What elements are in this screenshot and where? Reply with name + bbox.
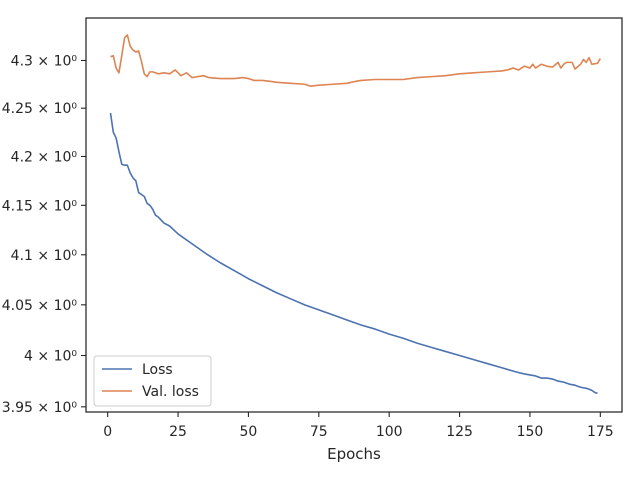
x-axis-ticks: 0 25 50 75 100 125 150 175 — [103, 412, 614, 440]
x-tick-label: 175 — [587, 424, 614, 440]
y-tick-label: 4.1 × 10⁰ — [11, 248, 78, 264]
y-tick-label: 4.25 × 10⁰ — [2, 101, 78, 117]
legend-label-loss: Loss — [142, 362, 173, 378]
y-axis-ticks: 3.95 × 10⁰ 4 × 10⁰ 4.05 × 10⁰ 4.1 × 10⁰ 4.15… — [2, 53, 86, 416]
legend: Loss Val. loss — [93, 355, 212, 407]
y-tick-label: 4.15 × 10⁰ — [2, 198, 78, 214]
y-tick-label: 4.2 × 10⁰ — [11, 149, 78, 165]
x-tick-label: 50 — [240, 424, 258, 440]
y-tick-label: 3.95 × 10⁰ — [2, 400, 78, 416]
plot-area — [85, 17, 623, 413]
series-lines — [109, 34, 602, 395]
y-tick-label: 4.3 × 10⁰ — [11, 53, 78, 69]
y-tick-label: 4 × 10⁰ — [24, 349, 77, 365]
x-tick-label: 150 — [517, 424, 544, 440]
x-tick-label: 75 — [310, 424, 328, 440]
series-line-loss — [109, 112, 598, 395]
x-tick-label: 0 — [103, 424, 112, 440]
x-tick-label: 25 — [169, 424, 187, 440]
y-tick-label: 4.05 × 10⁰ — [2, 298, 78, 314]
x-tick-label: 100 — [376, 424, 403, 440]
legend-label-val-loss: Val. loss — [142, 384, 199, 400]
x-axis-label: Epochs — [327, 445, 381, 463]
x-tick-label: 125 — [446, 424, 473, 440]
series-line-val-loss — [110, 34, 602, 87]
